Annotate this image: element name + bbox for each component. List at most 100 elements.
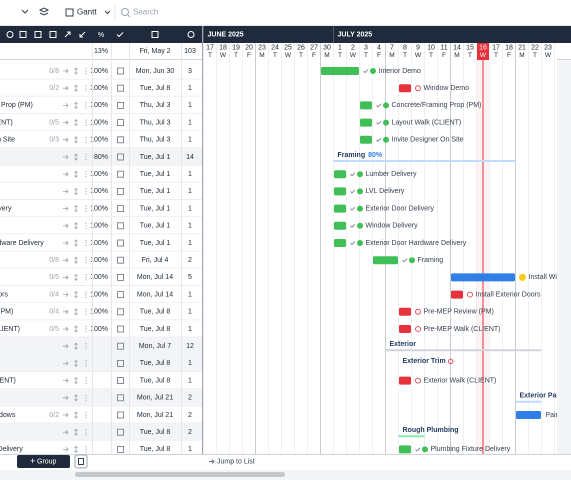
task-name[interactable]: Layout Walk (CLIENT) (0, 119, 13, 126)
row-action-icon[interactable] (63, 447, 69, 452)
row-action-icon[interactable] (74, 256, 78, 264)
task-bar[interactable] (451, 290, 463, 299)
task-check[interactable] (117, 377, 124, 385)
task-bar[interactable] (360, 118, 372, 127)
jump-to-list[interactable]: Jump to List (217, 458, 255, 465)
task-check[interactable] (117, 291, 124, 299)
add-group-button[interactable] (17, 455, 70, 468)
view-label[interactable]: Gantt (77, 8, 97, 17)
row-action-icon[interactable] (74, 119, 78, 127)
task-bar[interactable] (334, 187, 346, 196)
task-bar[interactable] (399, 325, 411, 333)
task-check[interactable] (117, 359, 124, 367)
task-check[interactable] (117, 119, 124, 126)
task-name[interactable]: Plumbing Fixture Delivery (0, 446, 23, 453)
task-check[interactable] (117, 394, 124, 402)
task-bar[interactable] (321, 67, 359, 75)
task-name[interactable]: Pre-MEP Review (PM) (0, 309, 13, 316)
row-action-icon[interactable] (63, 395, 69, 401)
row-action-icon[interactable] (63, 85, 69, 91)
task-name[interactable]: Install Exterior Doors (0, 291, 8, 298)
row-action-icon[interactable] (63, 240, 69, 246)
task-name[interactable]: Exterior Walk (CLIENT) (0, 377, 16, 384)
row-action-icon[interactable] (74, 394, 78, 402)
task-check[interactable] (117, 428, 124, 436)
task-bar[interactable] (451, 273, 515, 282)
row-action-icon[interactable] (63, 103, 69, 108)
task-check[interactable] (117, 325, 124, 333)
row-action-icon[interactable] (74, 153, 78, 161)
task-name[interactable]: Paint Exterior Windows (0, 412, 16, 419)
task-check[interactable] (117, 102, 124, 109)
row-action-icon[interactable] (74, 325, 78, 333)
task-bar[interactable] (399, 84, 411, 93)
task-check[interactable] (117, 342, 124, 350)
task-name[interactable]: Exterior Door Hardware Delivery (0, 240, 44, 247)
task-check[interactable] (117, 256, 124, 264)
row-action-icon[interactable] (63, 257, 69, 263)
task-name[interactable]: Concrete/Framing Prop (PM) (0, 102, 33, 109)
row-action-icon[interactable] (74, 205, 78, 213)
row-action-icon[interactable] (74, 101, 78, 109)
row-action-icon[interactable] (63, 309, 69, 315)
task-check[interactable] (117, 187, 124, 195)
scroll-thumb[interactable] (75, 472, 285, 477)
task-bar[interactable] (334, 239, 346, 247)
row-action-icon[interactable] (74, 170, 78, 178)
task-check[interactable] (117, 411, 124, 419)
row-action-icon[interactable] (63, 154, 69, 160)
task-bar[interactable] (373, 256, 398, 265)
task-check[interactable] (117, 205, 124, 213)
row-action-icon[interactable] (63, 361, 69, 366)
row-action-icon[interactable] (63, 223, 69, 229)
row-action-icon[interactable] (74, 291, 78, 299)
row-action-icon[interactable] (63, 343, 69, 349)
task-bar[interactable] (399, 376, 411, 385)
row-action-icon[interactable] (63, 275, 69, 280)
row-action-icon[interactable] (63, 429, 69, 435)
add-group-label[interactable]: Group (37, 458, 57, 465)
row-action-icon[interactable] (74, 273, 78, 281)
row-action-icon[interactable] (63, 326, 69, 332)
row-action-icon[interactable] (74, 67, 78, 75)
row-action-icon[interactable] (74, 84, 78, 92)
row-action-icon[interactable] (63, 171, 69, 177)
task-check[interactable] (117, 273, 124, 281)
row-action-icon[interactable] (63, 68, 69, 74)
row-action-icon[interactable] (63, 292, 69, 297)
row-action-icon[interactable] (74, 342, 78, 350)
row-action-icon[interactable] (63, 206, 69, 211)
row-action-icon[interactable] (74, 377, 78, 385)
search-input[interactable]: Search (133, 8, 158, 17)
task-bar[interactable] (334, 204, 346, 213)
row-action-icon[interactable] (63, 120, 69, 125)
task-check[interactable] (117, 308, 124, 316)
task-check[interactable] (117, 239, 124, 247)
row-action-icon[interactable] (74, 428, 78, 436)
row-action-icon[interactable] (63, 378, 69, 383)
task-bar[interactable] (399, 445, 411, 454)
row-action-icon[interactable] (74, 411, 78, 419)
row-action-icon[interactable] (74, 222, 78, 230)
layers-icon[interactable] (38, 7, 50, 16)
task-bar[interactable] (360, 101, 372, 110)
task-bar[interactable] (516, 411, 541, 419)
row-action-icon[interactable] (63, 412, 69, 418)
task-name[interactable]: Exterior Door Delivery (0, 205, 12, 212)
task-bar[interactable] (334, 170, 346, 179)
row-action-icon[interactable] (74, 445, 78, 453)
task-bar[interactable] (334, 221, 346, 230)
row-action-icon[interactable] (74, 359, 78, 367)
task-check[interactable] (117, 445, 124, 453)
row-action-icon[interactable] (74, 187, 78, 195)
task-check[interactable] (117, 84, 124, 92)
task-check[interactable] (117, 170, 124, 178)
task-name[interactable]: Pre-MEP Walk (CLIENT) (0, 326, 20, 333)
task-check[interactable] (117, 153, 124, 161)
row-action-icon[interactable] (74, 308, 78, 316)
settings-button[interactable] (74, 454, 88, 469)
menu-chevron[interactable] (21, 9, 29, 14)
row-action-icon[interactable] (63, 137, 69, 143)
row-action-icon[interactable] (63, 189, 69, 194)
task-bar[interactable] (399, 307, 411, 316)
